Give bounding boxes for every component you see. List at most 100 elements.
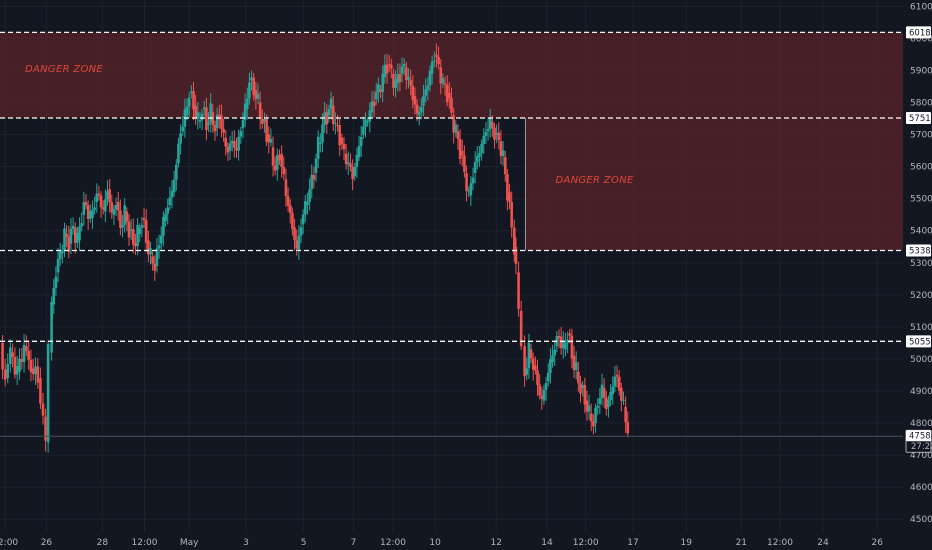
candle-body bbox=[119, 210, 122, 228]
candle bbox=[587, 394, 591, 420]
candle-body bbox=[566, 339, 569, 344]
x-tick-label: 24 bbox=[817, 538, 829, 548]
candle-body bbox=[512, 227, 516, 255]
level-tag bbox=[906, 244, 931, 257]
candle-body bbox=[430, 61, 434, 74]
candle-body bbox=[527, 342, 531, 369]
candle bbox=[192, 82, 195, 120]
candle-body bbox=[27, 351, 30, 360]
current-price-tag-top bbox=[906, 430, 931, 442]
candle bbox=[596, 398, 599, 416]
candle bbox=[536, 359, 539, 396]
candle bbox=[551, 344, 554, 368]
candle bbox=[89, 204, 92, 223]
candle bbox=[112, 205, 116, 225]
candle bbox=[463, 145, 466, 178]
candle-body bbox=[493, 127, 496, 140]
candle bbox=[144, 209, 148, 253]
x-tick-label: 19 bbox=[681, 538, 693, 548]
candle-body bbox=[235, 147, 238, 151]
y-tick-label: 56000.0 bbox=[910, 163, 932, 173]
candle bbox=[273, 156, 277, 176]
candle-body bbox=[394, 78, 397, 88]
candle-body bbox=[523, 346, 526, 377]
candle bbox=[157, 234, 161, 259]
candle bbox=[269, 128, 273, 147]
candle-body bbox=[351, 166, 354, 180]
candle bbox=[84, 194, 88, 210]
candle-body bbox=[564, 343, 567, 350]
candle bbox=[276, 148, 279, 181]
candle bbox=[467, 186, 470, 198]
candle bbox=[267, 126, 271, 154]
candle bbox=[78, 217, 81, 252]
x-tick-label: 7 bbox=[351, 538, 357, 548]
candle-body bbox=[65, 233, 68, 237]
candle-body bbox=[151, 256, 154, 264]
level-tag-label: 50550.0 bbox=[909, 337, 932, 347]
candle bbox=[579, 375, 582, 403]
candle-body bbox=[58, 251, 62, 259]
candle-body bbox=[402, 64, 406, 67]
candle-body bbox=[499, 141, 503, 157]
candle bbox=[480, 139, 483, 161]
candle bbox=[288, 199, 292, 224]
candle bbox=[29, 349, 33, 382]
candle bbox=[456, 124, 460, 150]
candle-body bbox=[557, 336, 561, 338]
candle bbox=[534, 356, 537, 375]
candle bbox=[147, 230, 150, 262]
candle bbox=[243, 93, 247, 127]
candle bbox=[177, 137, 180, 168]
candle-body bbox=[368, 110, 372, 122]
candle bbox=[69, 218, 73, 255]
candle bbox=[179, 124, 182, 155]
candle-body bbox=[301, 214, 305, 225]
candle-body bbox=[517, 272, 520, 309]
candle bbox=[430, 55, 434, 85]
candle bbox=[482, 128, 486, 154]
candle bbox=[222, 118, 225, 142]
candle-body bbox=[295, 240, 298, 249]
candle-body bbox=[164, 213, 167, 222]
candle-body bbox=[598, 398, 602, 404]
candle bbox=[155, 237, 159, 273]
candle-body bbox=[497, 132, 501, 141]
candle-body bbox=[587, 405, 591, 412]
x-tick-label: 12:00 bbox=[380, 538, 406, 548]
candle-body bbox=[486, 129, 490, 132]
candle bbox=[445, 75, 449, 107]
candle bbox=[607, 395, 610, 418]
candle bbox=[353, 163, 357, 181]
candle-body bbox=[190, 91, 193, 93]
candle-body bbox=[467, 190, 470, 192]
candle bbox=[405, 61, 408, 90]
candle-body bbox=[323, 112, 326, 125]
candle bbox=[218, 104, 221, 129]
candle bbox=[65, 224, 68, 248]
candle-body bbox=[407, 77, 410, 81]
candle-body bbox=[392, 73, 395, 88]
candle bbox=[6, 353, 10, 384]
candle bbox=[454, 120, 458, 138]
candle-body bbox=[538, 384, 541, 396]
candle-body bbox=[409, 80, 412, 86]
candle-body bbox=[589, 413, 593, 422]
candle-body bbox=[435, 54, 438, 57]
candle bbox=[71, 217, 75, 235]
candle-body bbox=[142, 217, 146, 221]
candle bbox=[125, 207, 129, 232]
candle bbox=[327, 104, 331, 123]
candle bbox=[224, 130, 228, 156]
candle bbox=[620, 382, 623, 412]
candle-body bbox=[211, 112, 215, 126]
candle-body bbox=[484, 132, 488, 136]
candle-body bbox=[286, 196, 290, 206]
candle-body bbox=[338, 125, 341, 146]
zone-label-upper: DANGER ZONE bbox=[25, 64, 103, 75]
y-tick-label: 58000.0 bbox=[910, 99, 932, 109]
candle-body bbox=[218, 114, 221, 120]
candle bbox=[181, 116, 185, 136]
